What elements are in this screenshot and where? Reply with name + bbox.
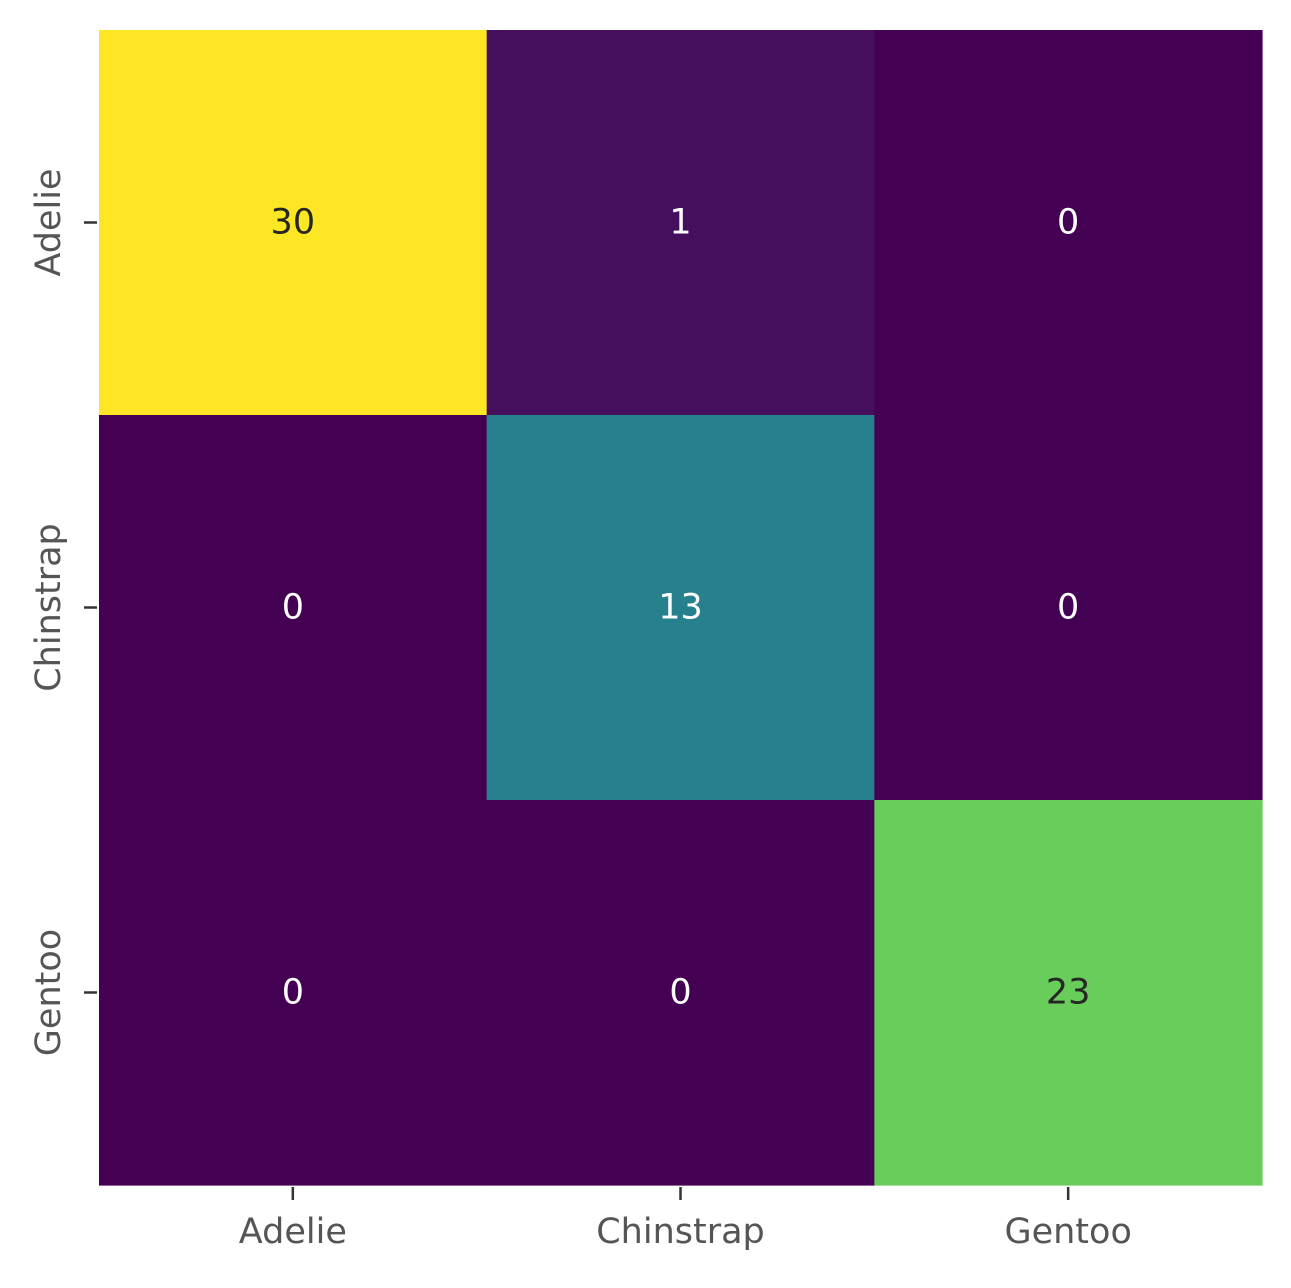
heatmap-cell-adelie-adelie — [99, 30, 488, 416]
cell-value-label: 30 — [271, 203, 316, 243]
cell-value-label: 0 — [282, 588, 304, 628]
cell-annotations: 30 1 0 0 13 0 0 0 23 — [271, 203, 1091, 1013]
heatmap-cell-gentoo-gentoo — [874, 800, 1263, 1186]
y-tick-label: Chinstrap — [29, 523, 69, 692]
cell-value-label: 0 — [282, 973, 304, 1013]
cell-value-label: 1 — [669, 203, 691, 243]
cell-value-label: 0 — [1057, 203, 1079, 243]
x-tick-label: Adelie — [239, 1212, 347, 1252]
cell-value-label: 0 — [669, 973, 691, 1013]
heatmap-cell-adelie-chinstrap — [486, 30, 875, 416]
heatmap-cells — [99, 30, 1263, 1186]
cell-value-label: 13 — [658, 588, 703, 628]
cell-value-label: 0 — [1057, 588, 1079, 628]
x-tick-label: Gentoo — [1004, 1212, 1131, 1252]
heatmap-cell-chinstrap-chinstrap — [486, 415, 875, 801]
heatmap-cell-adelie-gentoo — [874, 30, 1263, 416]
y-tick-label: Adelie — [29, 168, 69, 276]
x-tick-label: Chinstrap — [596, 1212, 765, 1252]
cell-value-label: 23 — [1046, 973, 1091, 1013]
heatmap-cell-chinstrap-adelie — [99, 415, 488, 801]
y-tick-label: Gentoo — [29, 929, 69, 1056]
heatmap-cell-gentoo-adelie — [99, 800, 488, 1186]
x-axis: Adelie Chinstrap Gentoo — [239, 1187, 1132, 1252]
y-axis: Adelie Chinstrap Gentoo — [29, 168, 97, 1056]
heatmap-cell-gentoo-chinstrap — [486, 800, 875, 1186]
heatmap-cell-chinstrap-gentoo — [874, 415, 1263, 801]
